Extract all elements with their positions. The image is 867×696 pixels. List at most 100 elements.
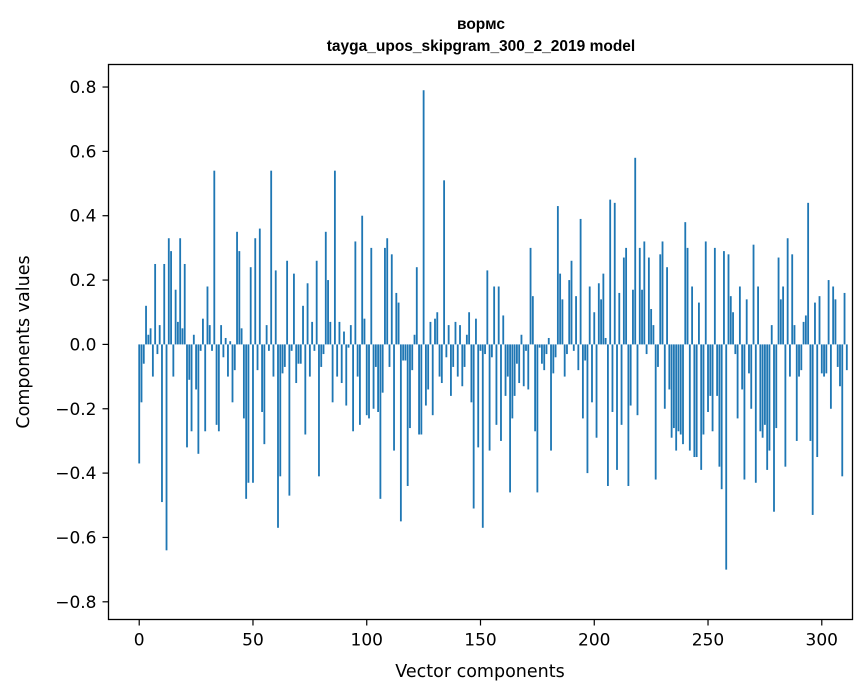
bar [354,241,357,345]
bar [554,344,557,358]
bar [477,344,480,448]
bar [356,344,359,377]
bar [186,344,188,448]
bar [691,286,694,345]
bar [720,344,723,490]
bar [556,206,559,345]
bar [672,344,675,429]
bar [208,325,211,345]
bar [743,344,746,480]
bar [682,344,684,445]
x-tick-label: 200 [578,631,610,651]
bar [645,344,648,355]
bar [397,302,400,345]
bar [443,180,446,345]
y-tick-label: 0.4 [69,207,96,227]
bar [315,260,318,345]
y-tick-label: 0.8 [69,78,96,98]
bar [176,321,179,345]
bar [167,238,170,345]
bar [336,344,339,377]
bar [713,247,716,345]
bar [698,302,700,345]
y-tick-label: 0.6 [69,142,96,162]
bar [240,328,243,345]
bar [577,344,580,371]
bar [531,296,534,345]
bar [657,344,659,367]
bar [804,315,807,345]
bar [738,286,741,345]
bar [745,299,748,345]
bar [158,325,161,345]
bar [568,280,571,345]
bar [629,344,632,406]
bar [138,344,141,464]
bar [563,344,566,377]
bar [504,344,507,396]
bar [379,344,382,499]
bar [202,318,204,345]
bar [420,344,423,435]
bar [199,344,202,351]
bar [429,321,432,345]
bar [779,299,782,345]
bar [206,286,209,345]
bar [381,344,384,393]
bar [390,254,393,345]
bar [365,344,368,416]
bar [288,344,291,496]
bar [154,263,157,345]
bar [195,344,198,390]
bar [754,344,757,483]
bar [816,344,819,458]
bar [488,344,491,451]
bar [254,238,257,345]
bar [547,337,550,345]
bar [666,267,668,345]
bar [479,344,482,351]
bar [215,344,218,425]
bar [363,318,366,345]
plot-area-frame [107,63,854,621]
bar [161,344,163,503]
x-axis-ticks: 0 50 100 150 200 250 300 [134,619,838,651]
bar [456,344,459,377]
bar [620,344,623,425]
bar [570,260,573,345]
bar [650,309,653,345]
bar [283,344,286,367]
bar [388,344,391,367]
bar [179,238,182,345]
bar [313,344,316,351]
bar [543,344,546,371]
bar [525,344,527,351]
bar [252,344,254,483]
bar [559,273,562,345]
bar [518,344,521,384]
bar [440,344,443,384]
bar [777,257,780,345]
bar [170,251,172,345]
bar [352,344,354,432]
bar [550,344,552,451]
bar [261,344,263,412]
bar [372,344,375,409]
bar [424,344,427,406]
bar [773,344,775,512]
bar [709,344,712,396]
x-tick-label: 250 [692,631,724,651]
bar [418,344,420,435]
bar [245,344,248,499]
bar [741,344,744,390]
bar [545,344,548,355]
bar [834,299,837,345]
bar [506,344,509,377]
bar [784,344,787,467]
bar [500,344,502,441]
bar [591,344,593,403]
bar [622,257,625,345]
bar [752,244,755,345]
bar [832,286,835,345]
bar [723,251,725,345]
